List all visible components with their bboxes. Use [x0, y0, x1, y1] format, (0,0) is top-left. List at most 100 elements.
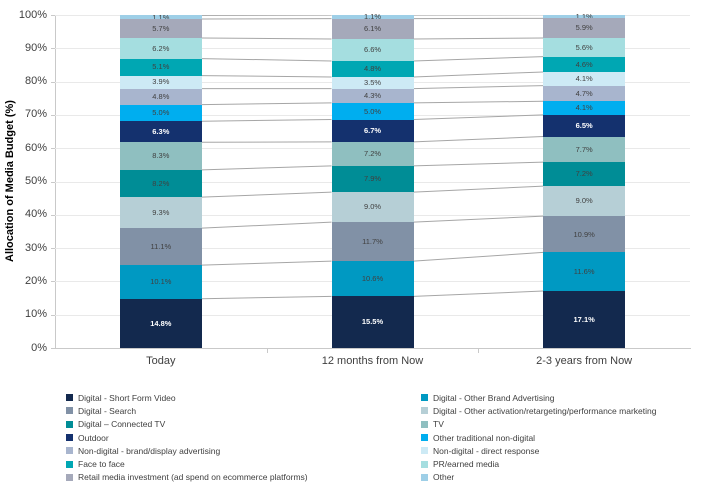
segment-value-label: 4.8% [152, 91, 170, 101]
segment-value-label: 4.3% [363, 91, 382, 101]
segment-value-label: 8.3% [152, 151, 170, 161]
segment-value-label: 4.7% [575, 88, 593, 98]
segment-value-label: 5.0% [152, 108, 170, 118]
segment-value-label: 3.5% [363, 78, 382, 88]
y-tick-mark [51, 48, 55, 50]
legend-label: Digital - Other Brand Advertising [433, 392, 555, 403]
segment-value-label: 10.1% [150, 277, 172, 287]
y-tick-label: 0% [31, 341, 47, 354]
legend-label: Other [433, 472, 455, 483]
segment-value-label: 6.2% [152, 43, 170, 53]
segment-value-label: 9.3% [152, 207, 170, 217]
bar-segment: 7.9% [331, 165, 414, 193]
segment-value-label: 14.8% [150, 318, 172, 328]
bar-segment: 1.1% [543, 11, 626, 21]
segment-value-label: 5.0% [363, 106, 382, 116]
segment-value-label: 6.3% [152, 127, 170, 137]
segment-value-label: 1.1% [575, 11, 593, 21]
legend-label: Digital – Connected TV [78, 419, 166, 430]
bar-segment: 5.0% [331, 102, 414, 120]
legend-item: Retail media investment (ad spend on eco… [66, 472, 421, 482]
y-tick-mark [51, 81, 55, 83]
bar-segment: 4.7% [543, 85, 626, 102]
bar-segment: 3.5% [331, 77, 414, 89]
segment-value-label: 6.5% [575, 120, 593, 130]
stacked-bar: 15.5% 10.6% 11.7% 9.0% 7.9% 7.2% 6.7% 5.0% 4.3% 3… [331, 12, 414, 348]
y-tick-mark [51, 214, 55, 216]
bar-segment: 4.1% [543, 72, 626, 86]
y-tick-label: 40% [24, 208, 47, 221]
y-tick-label: 90% [24, 41, 47, 54]
bar-segment: 8.3% [119, 142, 202, 170]
y-tick-label: 50% [24, 175, 47, 187]
bar-segment: 11.7% [331, 222, 414, 262]
legend-item: Digital - Other Brand Advertising [421, 393, 656, 403]
segment-value-label: 3.9% [152, 77, 170, 87]
bar-segment: 10.1% [119, 265, 202, 299]
bar-segment: 6.3% [119, 121, 202, 143]
bar-segment: 1.1% [119, 12, 202, 22]
segment-value-label: 7.7% [575, 144, 593, 154]
segment-value-label: 6.1% [363, 24, 382, 34]
segment-value-label: 1.1% [363, 12, 382, 22]
legend-swatch [66, 460, 73, 468]
y-tick-mark [51, 114, 55, 116]
segment-value-label: 1.1% [152, 12, 170, 22]
y-tick-mark [51, 181, 55, 183]
bar-segment: 9.3% [119, 197, 202, 229]
segment-value-label: 11.7% [362, 236, 383, 246]
bar-segment: 5.0% [119, 104, 202, 122]
legend-label: Other traditional non-digital [433, 432, 536, 443]
segment-value-label: 7.2% [363, 149, 382, 159]
bar-segment: 5.9% [543, 18, 626, 39]
legend-swatch [66, 407, 73, 415]
legend-swatch [66, 420, 73, 428]
bar-segment: 17.1% [543, 291, 626, 348]
segment-value-label: 7.2% [575, 169, 593, 179]
legend-item: Face to face [66, 459, 421, 469]
legend-item: Outdoor [66, 433, 421, 443]
bar-segment: 4.3% [331, 88, 414, 103]
y-tick-label: 60% [24, 141, 47, 154]
x-category-label: Today [146, 355, 176, 367]
x-category-label: 12 months from Now [321, 355, 424, 367]
x-tick-mark [266, 348, 268, 353]
y-tick-mark [51, 15, 55, 16]
segment-value-label: 10.9% [573, 229, 595, 239]
legend-label: Outdoor [78, 432, 109, 443]
bar-segment: 7.7% [543, 136, 626, 163]
segment-value-label: 6.7% [363, 126, 382, 135]
segment-value-label: 4.1% [575, 74, 593, 84]
bar-segment: 6.2% [119, 38, 202, 59]
y-tick-label: 20% [24, 274, 47, 287]
segment-value-label: 6.6% [363, 45, 382, 55]
legend-swatch [66, 394, 73, 402]
y-tick-label: 10% [24, 308, 47, 321]
y-tick-label: 70% [24, 108, 47, 121]
legend-label: Retail media investment (ad spend on eco… [78, 472, 308, 483]
segment-value-label: 9.0% [363, 202, 382, 212]
bar-segment: 4.8% [119, 88, 202, 105]
bar-segment: 11.6% [543, 252, 626, 292]
legend-item: Other traditional non-digital [421, 433, 656, 443]
segment-value-label: 15.5% [361, 317, 384, 327]
legend-swatch [421, 473, 428, 481]
y-tick-label: 30% [24, 241, 47, 254]
y-tick-mark [51, 248, 55, 250]
bar-segment: 10.9% [543, 216, 626, 253]
legend-item: Digital - Other activation/retargeting/p… [421, 406, 656, 416]
legend-item: TV [421, 419, 656, 429]
bar-segment: 14.8% [119, 298, 202, 348]
legend-swatch [66, 434, 73, 442]
bar-segment: 5.6% [543, 38, 626, 57]
x-category-label: 2-3 years from Now [536, 355, 633, 367]
segment-value-label: 5.1% [152, 62, 170, 72]
legend-item: Other [421, 472, 656, 482]
legend-label: PR/earned media [433, 459, 500, 470]
legend-label: Digital - Search [78, 405, 137, 416]
stacked-bar: 14.8% 10.1% 11.1% 9.3% 8.2% 8.3% 6.3% 5.0% 4.8% 3… [119, 12, 202, 348]
legend-swatch [421, 447, 428, 455]
bar-segment: 10.6% [331, 261, 414, 297]
legend-label: TV [433, 419, 444, 430]
legend-item: Non-digital - brand/display advertising [66, 446, 421, 456]
